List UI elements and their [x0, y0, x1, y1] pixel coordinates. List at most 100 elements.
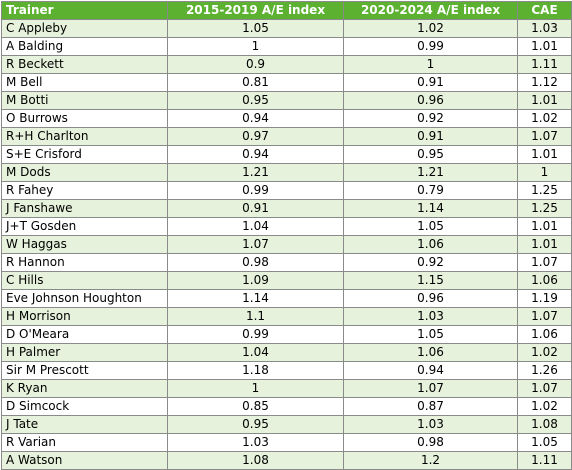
cell-trainer: R Fahey	[1, 181, 168, 200]
cell-cae: 1.26	[517, 361, 572, 380]
cell-ae-2015-2019: 1.21	[167, 163, 344, 182]
cell-ae-2015-2019: 1.07	[167, 235, 344, 254]
cell-trainer: S+E Crisford	[1, 145, 168, 164]
header-2020-2024-ae-index: 2020-2024 A/E index	[343, 1, 518, 20]
cell-ae-2020-2024: 1.05	[343, 217, 518, 236]
table-row: H Morrison 1.1 1.03 1.07	[1, 307, 572, 326]
cell-ae-2020-2024: 1.14	[343, 199, 518, 218]
cell-ae-2015-2019: 1.04	[167, 217, 344, 236]
table-row: R Hannon 0.98 0.92 1.07	[1, 253, 572, 272]
cell-trainer: W Haggas	[1, 235, 168, 254]
cell-ae-2020-2024: 0.91	[343, 73, 518, 92]
cell-ae-2020-2024: 1.2	[343, 451, 518, 470]
cell-ae-2015-2019: 1	[167, 37, 344, 56]
cell-trainer: A Balding	[1, 37, 168, 56]
cell-trainer: C Hills	[1, 271, 168, 290]
cell-cae: 1.19	[517, 289, 572, 308]
cell-trainer: R Hannon	[1, 253, 168, 272]
cell-trainer: A Watson	[1, 451, 168, 470]
cell-ae-2020-2024: 0.91	[343, 127, 518, 146]
cell-ae-2020-2024: 1	[343, 55, 518, 74]
cell-cae: 1.07	[517, 307, 572, 326]
table-row: R+H Charlton 0.97 0.91 1.07	[1, 127, 572, 146]
table-row: J Fanshawe 0.91 1.14 1.25	[1, 199, 572, 218]
table-row: R Varian 1.03 0.98 1.05	[1, 433, 572, 452]
cell-ae-2020-2024: 0.94	[343, 361, 518, 380]
cell-ae-2015-2019: 1.1	[167, 307, 344, 326]
cell-trainer: H Palmer	[1, 343, 168, 362]
table-row: A Watson 1.08 1.2 1.11	[1, 451, 572, 470]
cell-trainer: R Varian	[1, 433, 168, 452]
cell-ae-2020-2024: 0.96	[343, 289, 518, 308]
cell-ae-2020-2024: 0.92	[343, 109, 518, 128]
cell-trainer: J Fanshawe	[1, 199, 168, 218]
cell-cae: 1.03	[517, 19, 572, 38]
cell-ae-2015-2019: 0.9	[167, 55, 344, 74]
table-row: K Ryan 1 1.07 1.07	[1, 379, 572, 398]
cell-cae: 1.06	[517, 325, 572, 344]
table-row: J+T Gosden 1.04 1.05 1.01	[1, 217, 572, 236]
table-row: M Dods 1.21 1.21 1	[1, 163, 572, 182]
table-row: H Palmer 1.04 1.06 1.02	[1, 343, 572, 362]
cell-ae-2015-2019: 0.95	[167, 415, 344, 434]
cell-ae-2020-2024: 0.99	[343, 37, 518, 56]
cell-ae-2020-2024: 1.07	[343, 379, 518, 398]
cell-trainer: M Bell	[1, 73, 168, 92]
cell-trainer: C Appleby	[1, 19, 168, 38]
cell-cae: 1.02	[517, 343, 572, 362]
cell-ae-2020-2024: 0.95	[343, 145, 518, 164]
cell-ae-2015-2019: 0.91	[167, 199, 344, 218]
cell-cae: 1.06	[517, 271, 572, 290]
cell-cae: 1.01	[517, 145, 572, 164]
cell-cae: 1.01	[517, 217, 572, 236]
cell-ae-2020-2024: 1.02	[343, 19, 518, 38]
cell-trainer: D Simcock	[1, 397, 168, 416]
header-2015-2019-ae-index: 2015-2019 A/E index	[167, 1, 344, 20]
cell-ae-2020-2024: 1.03	[343, 307, 518, 326]
cell-ae-2020-2024: 0.87	[343, 397, 518, 416]
cell-cae: 1.08	[517, 415, 572, 434]
cell-trainer: Sir M Prescott	[1, 361, 168, 380]
cell-cae: 1.01	[517, 91, 572, 110]
cell-cae: 1.01	[517, 37, 572, 56]
table-row: O Burrows 0.94 0.92 1.02	[1, 109, 572, 128]
cell-cae: 1.02	[517, 109, 572, 128]
cell-ae-2020-2024: 1.21	[343, 163, 518, 182]
cell-ae-2015-2019: 1.09	[167, 271, 344, 290]
cell-ae-2015-2019: 0.94	[167, 109, 344, 128]
table-row: C Hills 1.09 1.15 1.06	[1, 271, 572, 290]
cell-ae-2015-2019: 0.97	[167, 127, 344, 146]
table-row: R Beckett 0.9 1 1.11	[1, 55, 572, 74]
cell-ae-2020-2024: 1.06	[343, 343, 518, 362]
cell-trainer: D O'Meara	[1, 325, 168, 344]
cell-ae-2015-2019: 0.99	[167, 181, 344, 200]
cell-cae: 1	[517, 163, 572, 182]
table-row: Sir M Prescott 1.18 0.94 1.26	[1, 361, 572, 380]
cell-cae: 1.05	[517, 433, 572, 452]
table-row: M Botti 0.95 0.96 1.01	[1, 91, 572, 110]
cell-trainer: M Botti	[1, 91, 168, 110]
cell-ae-2015-2019: 0.81	[167, 73, 344, 92]
cell-ae-2015-2019: 1.04	[167, 343, 344, 362]
cell-trainer: M Dods	[1, 163, 168, 182]
cell-ae-2015-2019: 0.98	[167, 253, 344, 272]
table-row: R Fahey 0.99 0.79 1.25	[1, 181, 572, 200]
cell-ae-2020-2024: 0.96	[343, 91, 518, 110]
table-row: Eve Johnson Houghton 1.14 0.96 1.19	[1, 289, 572, 308]
table-row: S+E Crisford 0.94 0.95 1.01	[1, 145, 572, 164]
cell-cae: 1.07	[517, 127, 572, 146]
cell-ae-2015-2019: 1.05	[167, 19, 344, 38]
cell-ae-2020-2024: 1.15	[343, 271, 518, 290]
cell-ae-2015-2019: 1	[167, 379, 344, 398]
cell-ae-2020-2024: 0.92	[343, 253, 518, 272]
cell-cae: 1.11	[517, 451, 572, 470]
table-row: W Haggas 1.07 1.06 1.01	[1, 235, 572, 254]
cell-ae-2015-2019: 1.03	[167, 433, 344, 452]
cell-ae-2020-2024: 1.03	[343, 415, 518, 434]
cell-ae-2015-2019: 1.18	[167, 361, 344, 380]
table-row: A Balding 1 0.99 1.01	[1, 37, 572, 56]
cell-ae-2020-2024: 0.79	[343, 181, 518, 200]
cell-cae: 1.11	[517, 55, 572, 74]
cell-cae: 1.07	[517, 379, 572, 398]
